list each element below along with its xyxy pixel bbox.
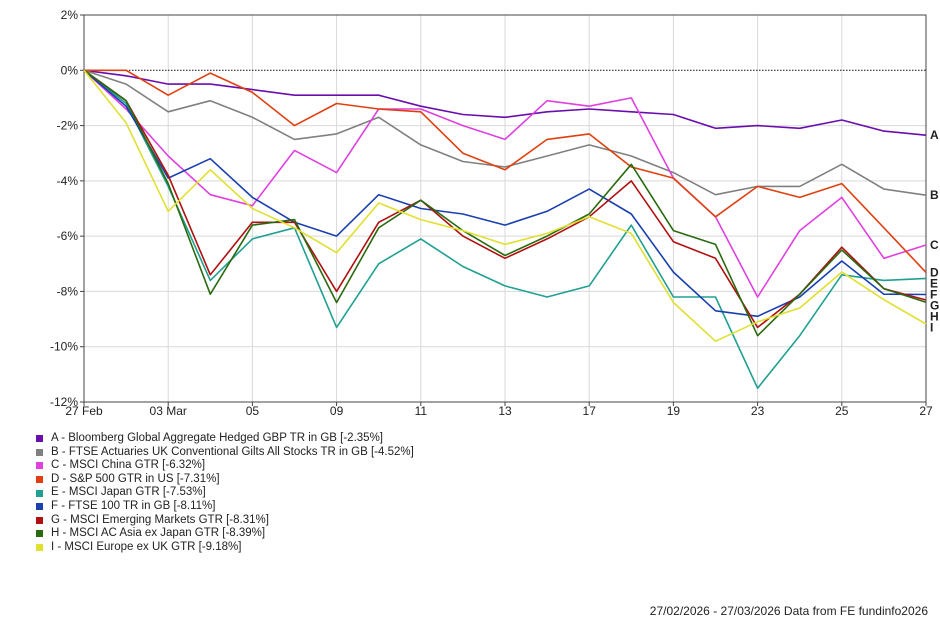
end-label-C: C (930, 238, 939, 252)
series-line-A (83, 69, 927, 136)
x-tick-label: 27 Feb (65, 404, 103, 418)
legend-item-A: A - Bloomberg Global Aggregate Hedged GB… (36, 432, 414, 446)
y-tick-label: -2% (57, 119, 79, 133)
legend-swatch-A (36, 435, 43, 443)
legend-swatch-G (36, 516, 43, 524)
x-tick-label: 05 (246, 404, 260, 418)
series-line-I (83, 69, 927, 343)
end-label-F: F (930, 287, 937, 301)
x-tick-label: 09 (330, 404, 344, 418)
y-tick-label: -12% (50, 395, 78, 409)
end-label-D: D (930, 265, 939, 279)
x-tick-label: 19 (667, 404, 681, 418)
footer-source: 27/02/2026 - 27/03/2026 Data from FE fun… (649, 604, 928, 618)
legend-item-E: E - MSCI Japan GTR [-7.53%] (36, 486, 414, 500)
series-line-B (83, 69, 927, 196)
legend-item-I: I - MSCI Europe ex UK GTR [-9.18%] (36, 541, 414, 555)
end-label-E: E (930, 276, 938, 290)
end-label-A: A (930, 128, 939, 142)
x-tick-label: 11 (415, 404, 428, 418)
legend-item-C: C - MSCI China GTR [-6.32%] (36, 459, 414, 473)
legend-swatch-F (36, 503, 43, 511)
legend-label-B: B - FTSE Actuaries UK Conventional Gilts… (51, 445, 414, 458)
legend-swatch-I (36, 544, 43, 552)
plot-area-frame (83, 14, 927, 403)
end-label-I: I (930, 320, 933, 334)
legend: A - Bloomberg Global Aggregate Hedged GB… (36, 432, 414, 554)
series-line-G (83, 69, 927, 329)
legend-swatch-E (36, 489, 43, 497)
y-tick-label: -4% (57, 174, 79, 188)
legend-swatch-H (36, 530, 43, 538)
x-tick-label: 17 (583, 404, 597, 418)
legend-item-B: B - FTSE Actuaries UK Conventional Gilts… (36, 446, 414, 460)
end-label-B: B (930, 188, 939, 202)
legend-label-E: E - MSCI Japan GTR [-7.53%] (51, 486, 206, 499)
legend-swatch-D (36, 476, 43, 484)
legend-label-A: A - Bloomberg Global Aggregate Hedged GB… (51, 432, 383, 444)
legend-label-D: D - S&P 500 GTR in US [-7.31%] (51, 472, 220, 485)
legend-item-F: F - FTSE 100 TR in GB [-8.11%] (36, 500, 414, 514)
legend-label-C: C - MSCI China GTR [-6.32%] (51, 459, 206, 472)
x-tick-label: 25 (835, 404, 849, 418)
x-tick-label: 03 Mar (150, 404, 187, 418)
legend-item-H: H - MSCI AC Asia ex Japan GTR [-8.39%] (36, 527, 414, 541)
series-line-E (83, 69, 927, 390)
legend-label-F: F - FTSE 100 TR in GB [-8.11%] (51, 499, 216, 512)
end-label-H: H (930, 309, 939, 323)
end-label-G: G (930, 298, 939, 312)
legend-label-G: G - MSCI Emerging Markets GTR [-8.31%] (51, 513, 269, 526)
legend-label-H: H - MSCI AC Asia ex Japan GTR [-8.39%] (51, 527, 266, 540)
x-tick-label: 23 (751, 404, 765, 418)
y-tick-label: -10% (50, 340, 78, 354)
y-tick-label: 0% (61, 63, 79, 77)
legend-swatch-C (36, 462, 43, 470)
y-tick-label: -8% (57, 284, 79, 298)
series-line-H (83, 69, 927, 337)
legend-item-G: G - MSCI Emerging Markets GTR [-8.31%] (36, 514, 414, 528)
x-tick-label: 13 (498, 404, 512, 418)
legend-label-I: I - MSCI Europe ex UK GTR [-9.18%] (51, 540, 242, 553)
series-line-D (84, 69, 927, 273)
legend-swatch-B (36, 448, 43, 456)
series-line-F (83, 69, 927, 318)
x-tick-label: 27 (919, 404, 933, 418)
series-line-C (83, 69, 927, 298)
legend-item-D: D - S&P 500 GTR in US [-7.31%] (36, 473, 414, 487)
line-chart: 2% 0% -2% -4% -6% -8% -10% -12%27 Feb 03 Mar 05 09… (50, 8, 939, 418)
y-tick-label: -6% (57, 229, 79, 243)
y-tick-label: 2% (61, 8, 79, 22)
